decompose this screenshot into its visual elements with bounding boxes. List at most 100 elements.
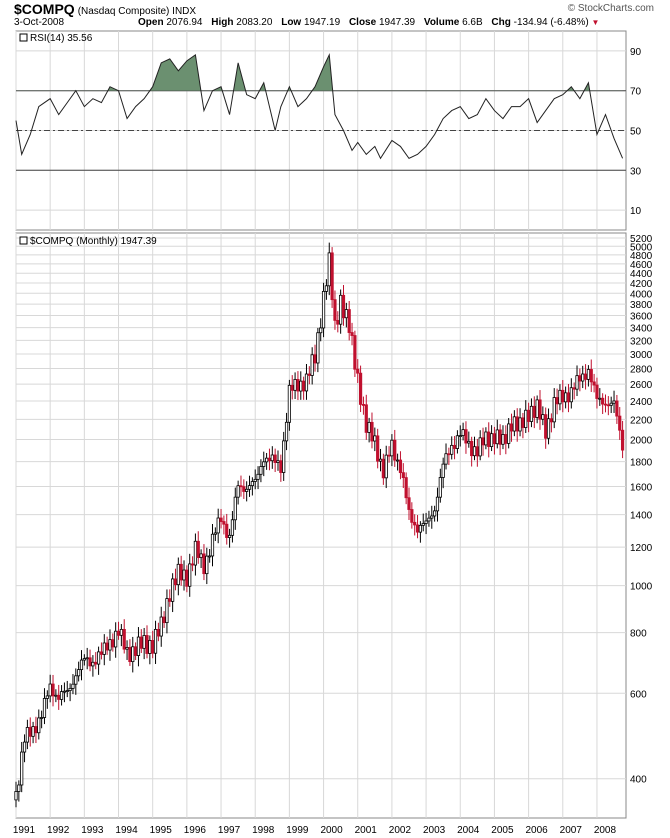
candle-body <box>208 555 212 558</box>
candle-body <box>447 453 451 456</box>
candle-body <box>91 661 95 667</box>
candle-body <box>561 389 565 403</box>
candle-body <box>501 434 505 445</box>
candle-body <box>265 457 269 463</box>
open-value: 2076.94 <box>166 17 203 28</box>
candle-body <box>304 373 309 392</box>
candle-body <box>20 751 24 786</box>
candle-body <box>581 373 585 382</box>
rsi-line <box>15 53 624 160</box>
price-tick-label: 4600 <box>630 260 653 271</box>
x-tick-label: 2005 <box>491 825 514 836</box>
candle-body <box>507 423 511 444</box>
candle-body <box>242 486 246 492</box>
candle-body <box>253 478 257 482</box>
candle-body <box>165 598 169 624</box>
candle-body <box>601 397 605 405</box>
candle-body <box>116 630 121 636</box>
candle-body <box>142 635 146 649</box>
candle-body <box>74 675 78 685</box>
candle-body <box>376 435 380 462</box>
candle-body <box>606 404 610 407</box>
price-tick-label: 5200 <box>630 234 653 245</box>
candle-body <box>62 690 67 693</box>
stockcharts-logo[interactable]: © StockCharts.com <box>567 3 654 14</box>
price-tick-label: 4000 <box>630 289 653 300</box>
candle-body <box>498 429 502 445</box>
price-tick-label: 2400 <box>630 397 653 408</box>
candle-body <box>128 647 132 663</box>
candle-body <box>586 369 591 380</box>
candle-body <box>407 497 411 510</box>
candle-body <box>139 636 143 649</box>
candle-body <box>34 726 38 734</box>
candle-body <box>227 534 232 538</box>
candle-body <box>487 431 491 447</box>
x-tick-label: 2002 <box>389 825 412 836</box>
candle-body <box>176 563 180 586</box>
candle-body <box>302 380 306 392</box>
candle-body <box>247 485 252 490</box>
candle-body <box>558 389 562 405</box>
price-tick-label: 1400 <box>630 511 653 522</box>
candle-body <box>361 404 366 406</box>
candle-body <box>415 524 420 533</box>
candle-body <box>598 397 602 400</box>
candle-body <box>427 517 431 522</box>
candle-body <box>564 392 568 403</box>
candle-body <box>279 460 283 473</box>
symbol-description: (Nasdaq Composite) INDX <box>77 6 197 17</box>
candle-body <box>216 517 220 534</box>
candle-body <box>310 354 314 376</box>
candle-body <box>413 521 417 526</box>
rsi-legend: RSI(14) 35.56 <box>19 33 93 44</box>
rsi-legend-swatch <box>19 33 28 42</box>
rsi-tick-label: 30 <box>630 166 642 177</box>
x-tick-label: 1991 <box>13 825 36 836</box>
candle-body <box>153 628 158 654</box>
candle-body <box>125 647 129 650</box>
price-tick-label: 4200 <box>630 279 653 290</box>
candle-body <box>188 563 192 587</box>
x-tick-label: 1999 <box>286 825 309 836</box>
candle-body <box>324 285 329 292</box>
candle-body <box>441 463 445 478</box>
candle-body <box>339 294 343 325</box>
volume-label: Volume <box>423 17 460 28</box>
candle-body <box>509 423 514 432</box>
price-tick-label: 3800 <box>630 300 653 311</box>
quote-date: 3-Oct-2008 <box>14 17 65 28</box>
price-tick-label: 3400 <box>630 324 653 335</box>
candle-body <box>185 569 189 587</box>
candle-body <box>210 533 215 557</box>
candle-body <box>313 354 317 364</box>
candle-body <box>444 453 448 465</box>
close-label: Close <box>348 17 377 28</box>
candle-body <box>287 384 291 423</box>
rsi-tick-label: 70 <box>630 87 642 98</box>
price-tick-label: 1800 <box>630 458 653 469</box>
candle-body <box>45 695 49 699</box>
candle-body <box>71 683 75 689</box>
candle-body <box>549 418 553 423</box>
candle-body <box>276 460 280 463</box>
symbol-title: $COMPQ (Nasdaq Composite) INDX <box>14 1 197 17</box>
candle-body <box>156 628 160 637</box>
candle-body <box>398 459 403 474</box>
candle-body <box>336 319 340 325</box>
candle-body <box>609 402 613 406</box>
candle-body <box>370 421 374 442</box>
candle-body <box>612 400 616 404</box>
candle-body <box>356 368 360 374</box>
price-tick-label: 2800 <box>630 365 653 376</box>
price-panel: 5200500048004600440042004000380036003400… <box>14 232 653 819</box>
candle-body <box>94 661 98 665</box>
rsi-tick-label: 90 <box>630 47 642 58</box>
candle-body <box>213 532 217 535</box>
candle-body <box>256 473 260 480</box>
candle-body <box>350 332 354 336</box>
x-tick-label: 2003 <box>423 825 446 836</box>
candle-body <box>438 477 442 498</box>
candle-body <box>59 691 64 700</box>
candle-body <box>102 642 106 655</box>
